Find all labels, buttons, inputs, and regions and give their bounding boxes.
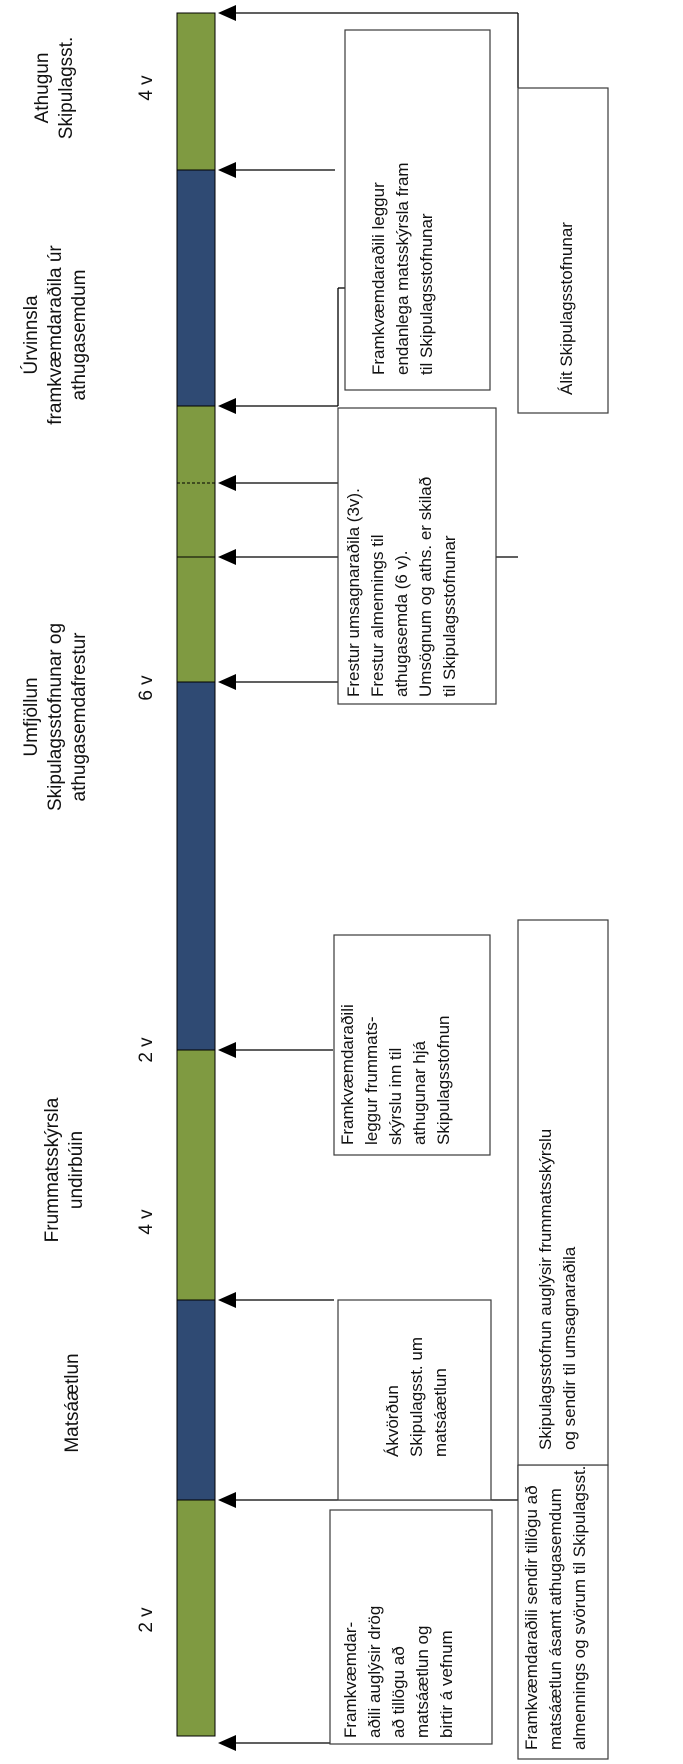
arrow-head [218,475,236,491]
agency-box-texts: Framkvæmdaraðili sendir tillögu að matsáæ… [522,222,589,1750]
timeline-segment [176,1499,216,1737]
agency-box [517,87,609,414]
timeline-segment [176,12,216,171]
agency-box [517,919,609,1466]
developer-boxes [329,29,497,1745]
developer-box [329,1509,493,1745]
developer-box-texts: Framkvæmdar-aðili auglýsir drög að tillög… [338,162,459,1738]
duration-label: 4 v [136,75,157,101]
agency-boxes [517,87,609,1760]
arrow-head [218,674,236,690]
developer-box-text: Frestur umsagnaraðila (3v). Frestur almen… [344,477,459,697]
phase-title: Athugun Skipulagsst. [32,37,77,139]
phase-titles: Matsáætlun Frummatsskýrsla undirbúin Umfj… [20,37,90,1453]
developer-box [333,934,491,1156]
timeline-segment [176,405,216,558]
developer-box [344,29,491,391]
timeline-segment [176,681,216,1051]
arrow-head [218,162,236,178]
timeline-bar [176,12,216,1737]
arrow-head [218,5,236,21]
developer-box [337,1299,492,1501]
timeline-segment [176,169,216,407]
arrow-head [218,398,236,414]
developer-box-text: Framkvæmdaraðili leggur endanlega matsský… [369,162,436,375]
phase-title: Matsáætlun [62,1353,83,1452]
phase-durations: 2 v 4 v 2 v 6 v 4 v [136,75,157,1633]
developer-box-text: Framkvæmdaraðili leggur frummats-skýrslu … [338,1004,453,1145]
agency-box-text: Álit Skipulagsstofnunar [557,222,576,395]
arrow-head [218,1292,236,1308]
duration-label: 6 v [136,675,157,701]
timeline-segment [176,1049,216,1301]
duration-label: 4 v [136,1209,157,1235]
phase-title: Frummatsskýrsla undirbúin [42,1097,87,1242]
agency-box-text: Framkvæmdaraðili sendir tillögu að matsáæ… [522,1466,589,1750]
duration-label: 2 v [136,1037,157,1063]
arrow-head [218,1042,236,1058]
arrow-head [218,549,236,565]
developer-box-text: Framkvæmdar-aðili auglýsir drög að tillög… [341,1606,456,1738]
agency-box [517,1464,609,1760]
phase-title: Umfjöllun Skipulagsstofnunar og athugasemd… [21,623,90,811]
arrow-head [218,1735,236,1751]
arrow-head [218,1492,236,1508]
timeline-segment [176,556,216,683]
agency-box-text: Skipulagsstofnun auglýsir frummatsskýrsl… [536,1129,579,1450]
developer-box-text: Ákvörðun Skipulagsst. um matsáætlun [383,1337,450,1457]
timeline-segment [176,1299,216,1501]
duration-label: 2 v [136,1607,157,1633]
developer-box [337,407,497,705]
phase-title: Úrvinnsla framkvæmdaraðila úr athugasemdum [20,245,90,425]
